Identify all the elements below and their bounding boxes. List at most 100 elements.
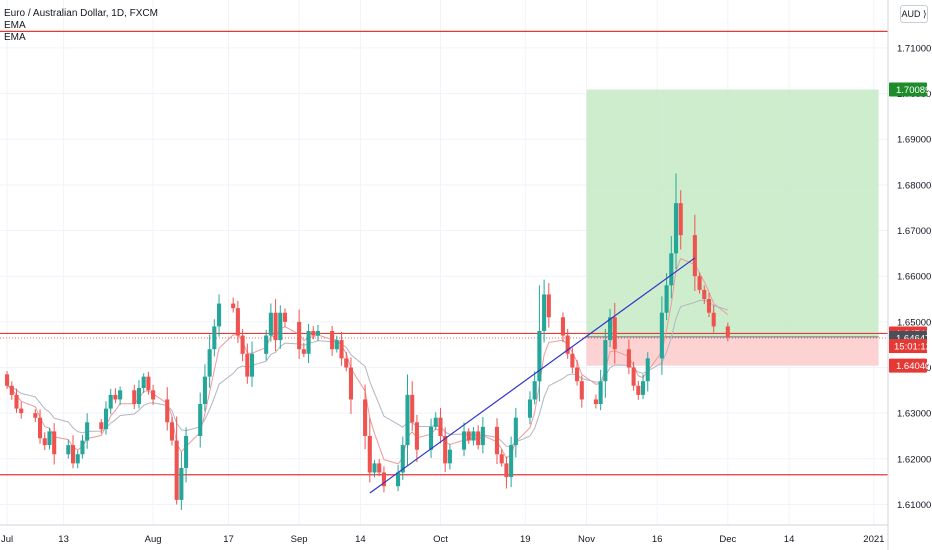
candle-body — [334, 340, 339, 350]
candle-body — [471, 431, 476, 441]
candle-body — [344, 358, 349, 368]
position-zones[interactable] — [586, 89, 879, 366]
time-tick-label: Nov — [578, 534, 595, 545]
candle-body — [136, 388, 142, 405]
candle-body — [315, 330, 321, 336]
candle-body — [235, 308, 240, 336]
candle-body — [5, 374, 10, 386]
candle-body — [306, 330, 311, 354]
candle-body — [311, 330, 316, 336]
candle-body — [673, 203, 679, 254]
candle-body — [202, 376, 207, 405]
symbol-title[interactable]: Euro / Australian Dollar, 1D, FXCM — [4, 8, 158, 19]
price-tick-label: 1.68000 — [897, 180, 931, 191]
trendline-group[interactable] — [369, 257, 696, 494]
candle-body — [297, 321, 302, 350]
candle-body — [66, 445, 71, 455]
candle-body — [532, 381, 537, 400]
candle-body — [42, 438, 47, 446]
candle-body — [330, 330, 335, 350]
candle-body — [118, 390, 123, 400]
candle-body — [438, 417, 443, 436]
candle-body — [410, 394, 415, 423]
candle-body — [565, 335, 570, 354]
candle-body — [9, 385, 14, 395]
chart-legend: Euro / Australian Dollar, 1D, FXCM EMA E… — [4, 8, 158, 44]
candle-body — [447, 449, 452, 464]
candle-body — [560, 317, 565, 336]
candle-body — [108, 394, 113, 409]
candle-body — [692, 235, 697, 277]
price-tick-label: 1.69000 — [897, 135, 931, 146]
price-tick-label: 1.67000 — [897, 226, 931, 237]
candle-body — [640, 381, 646, 395]
indicator-ema-2[interactable]: EMA — [4, 32, 26, 43]
candle-body — [381, 472, 386, 487]
candle-body — [33, 413, 38, 418]
currency-button[interactable]: AUD ⟩ — [900, 5, 928, 23]
candle-body — [669, 253, 674, 286]
candle-body — [579, 381, 584, 400]
indicator-ema-1[interactable]: EMA — [4, 20, 26, 31]
candle-body — [702, 289, 707, 300]
price-tag-0-bg — [889, 82, 927, 97]
candle-body — [141, 376, 146, 389]
candle-body — [645, 358, 650, 382]
candle-body — [443, 435, 448, 464]
time-tick-label: 14 — [784, 534, 795, 545]
candle-body — [697, 276, 702, 290]
candle-body — [240, 335, 245, 354]
candle-body — [377, 463, 382, 473]
candle-body — [400, 445, 405, 473]
time-tick-label: 16 — [652, 534, 663, 545]
candle-body — [169, 422, 174, 441]
candle-body — [80, 440, 85, 455]
trendline[interactable] — [369, 257, 696, 494]
candle-body — [405, 394, 410, 446]
time-tick-label: 13 — [58, 534, 69, 545]
candle-body — [174, 440, 179, 500]
candle-body — [179, 467, 184, 500]
candle-body — [184, 435, 189, 468]
candle-body — [725, 326, 730, 337]
candle-body — [626, 349, 631, 368]
candle-body — [165, 399, 170, 423]
stop-zone[interactable] — [586, 336, 879, 366]
candle-body — [631, 367, 636, 386]
candle-body — [612, 317, 617, 350]
candle-body — [99, 422, 104, 430]
price-tag-3-bg — [889, 358, 927, 373]
price-tag-0-label: 1.70089 — [896, 85, 930, 96]
price-tick-label: 1.65000 — [897, 317, 931, 328]
candle-body — [207, 349, 212, 377]
horizontal-levels[interactable] — [0, 30, 888, 476]
candle-body — [198, 404, 203, 436]
candle-body — [273, 312, 278, 341]
candle-body — [414, 422, 419, 450]
candle-body — [367, 435, 372, 473]
candle-body — [603, 340, 608, 382]
candle-body — [480, 426, 485, 446]
candle-body — [52, 431, 57, 455]
time-axis[interactable]: Jul 13 Aug 17 Sep 14 Oct 19 Nov 16 Dec 14 2021 — [0, 524, 888, 545]
candle-body — [47, 431, 52, 446]
price-tick-label: 1.71000 — [897, 43, 931, 54]
candle-body — [268, 312, 273, 336]
price-tag-3-label: 1.64040 — [896, 361, 930, 372]
candle-body — [75, 454, 80, 464]
candle-body — [85, 422, 90, 441]
candle-body — [494, 426, 500, 455]
candle-body — [19, 408, 24, 414]
candle-body — [593, 399, 598, 405]
candle-body — [598, 381, 603, 405]
candle-body — [546, 294, 551, 318]
candle-body — [301, 349, 306, 354]
candle-body — [476, 431, 481, 446]
candle-body — [146, 376, 151, 391]
candle-body — [678, 203, 683, 236]
target-zone[interactable] — [586, 89, 879, 337]
candle-body — [282, 312, 288, 322]
candle-body — [249, 353, 255, 377]
